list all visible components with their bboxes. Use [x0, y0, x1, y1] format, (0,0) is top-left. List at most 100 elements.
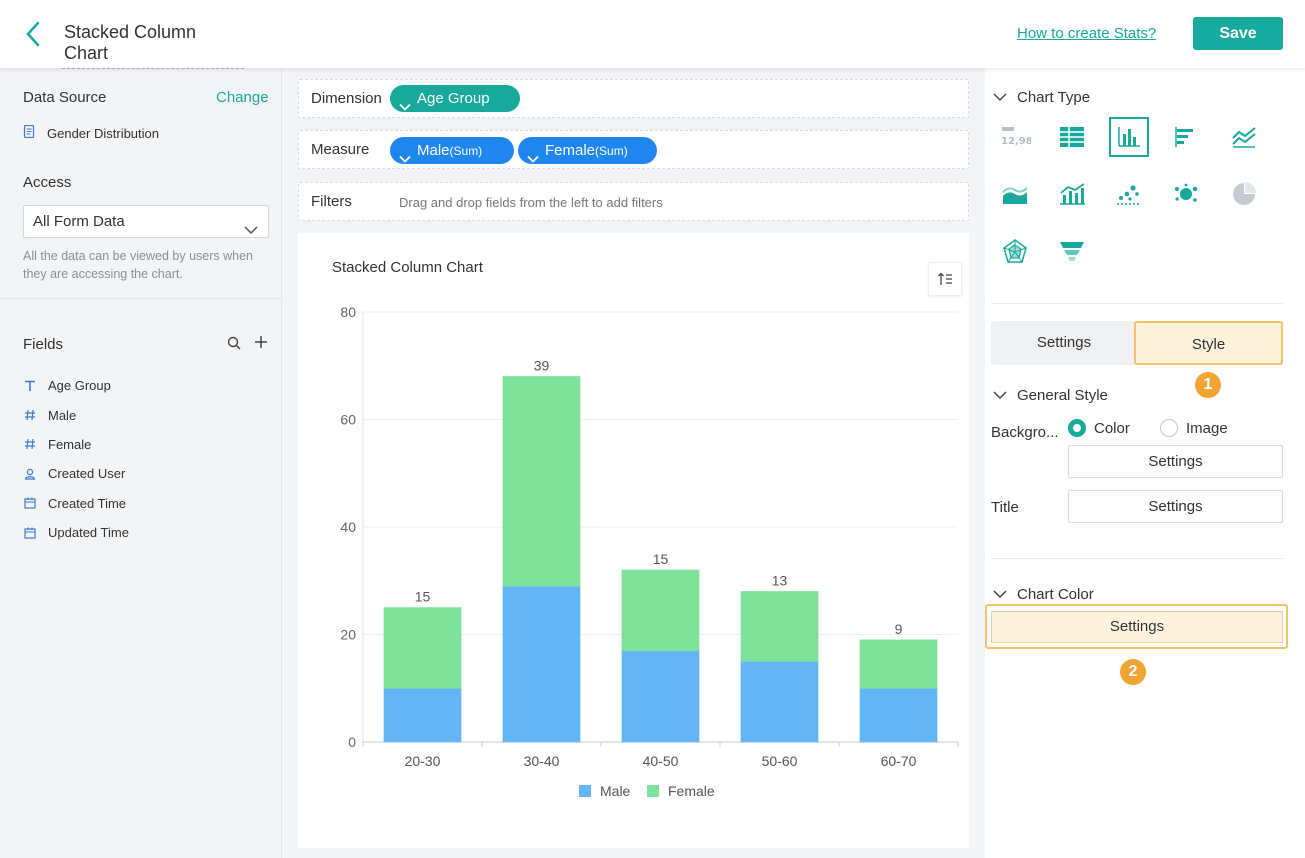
background-label: Backgro... — [991, 424, 1059, 441]
chevron-down-icon — [527, 146, 539, 173]
access-select[interactable]: All Form Data — [23, 205, 269, 238]
tab-style[interactable]: Style — [1134, 321, 1283, 365]
radio-color-label: Color — [1094, 419, 1130, 437]
measure-pill-agg: (Sum) — [449, 144, 483, 158]
step-badge-1: 1 — [1195, 372, 1221, 398]
data-source-item[interactable]: Gender Distribution — [23, 124, 159, 141]
chart-color-highlight: Settings — [985, 604, 1288, 649]
legend-label: Male — [600, 783, 631, 799]
field-item-female[interactable]: Female — [23, 430, 129, 459]
scatter-chart-icon[interactable] — [1109, 174, 1149, 214]
x-tick-label: 50-60 — [762, 753, 798, 769]
fields-title: Fields — [23, 336, 64, 353]
measure-pill-female[interactable]: Female(Sum) — [518, 137, 657, 164]
bar-female — [859, 639, 938, 689]
line-chart-icon[interactable] — [1224, 117, 1264, 157]
back-arrow-icon[interactable] — [22, 20, 46, 48]
help-link[interactable]: How to create Stats? — [1017, 25, 1157, 42]
chevron-down-icon — [993, 586, 1007, 603]
data-label: 13 — [772, 573, 788, 589]
chart-type-section-header[interactable]: Chart Type — [993, 89, 1090, 106]
radio-image-label: Image — [1186, 419, 1228, 437]
field-item-male[interactable]: Male — [23, 400, 129, 429]
data-label: 15 — [415, 589, 431, 605]
radio-image[interactable]: Image — [1160, 419, 1228, 437]
divider — [991, 303, 1283, 304]
chevron-down-icon — [993, 89, 1007, 106]
measure-pill-male[interactable]: Male(Sum) — [390, 137, 514, 164]
kpi-number-icon[interactable]: 12,987 — [995, 117, 1035, 157]
general-style-title: General Style — [1017, 387, 1108, 404]
field-label: Female — [48, 436, 92, 452]
chevron-down-icon — [244, 215, 258, 246]
right-panel: Chart Type 12,987 Settings Style 1 — [985, 68, 1305, 858]
sort-icon[interactable] — [928, 262, 962, 296]
svg-text:12,987: 12,987 — [1001, 136, 1031, 147]
column-chart-icon[interactable] — [1109, 117, 1149, 157]
x-tick-label: 40-50 — [643, 753, 679, 769]
general-style-section-header[interactable]: General Style — [993, 387, 1108, 404]
bubble-chart-icon[interactable] — [1166, 174, 1206, 214]
filters-row[interactable]: Filters Drag and drop fields from the le… — [298, 182, 969, 221]
bar-chart-icon[interactable] — [1166, 117, 1206, 157]
chart-color-title: Chart Color — [1017, 586, 1094, 603]
area-chart-icon[interactable] — [995, 174, 1035, 214]
field-item-created-time[interactable]: Created Time — [23, 489, 129, 518]
measure-pill-agg: (Sum) — [595, 144, 628, 158]
x-tick-label: 20-30 — [405, 753, 441, 769]
step-badge-2: 2 — [1120, 659, 1146, 685]
radar-chart-icon[interactable] — [995, 232, 1035, 272]
table-chart-icon[interactable] — [1052, 117, 1092, 157]
filters-hint: Drag and drop fields from the left to ad… — [399, 195, 663, 210]
dimension-pill[interactable]: Age Group — [390, 85, 520, 112]
number-type-icon — [23, 438, 37, 450]
chart-panel: 020406080101520-30293930-40171540-501513… — [298, 233, 969, 848]
field-label: Created User — [48, 466, 126, 482]
bar-female — [740, 591, 819, 662]
radio-unselected-icon — [1160, 419, 1178, 437]
date-type-icon — [23, 497, 37, 509]
field-list: Age Group Male Female Created User Creat… — [23, 371, 129, 547]
chart-title: Stacked Column Chart — [332, 259, 483, 276]
field-label: Updated Time — [48, 525, 129, 541]
chevron-down-icon — [399, 146, 411, 173]
measure-label: Measure — [311, 141, 370, 158]
chart-color-section-header[interactable]: Chart Color — [993, 586, 1094, 603]
measure-row[interactable]: Measure Male(Sum) Female(Sum) — [298, 130, 969, 169]
field-item-age-group[interactable]: Age Group — [23, 371, 129, 400]
field-item-created-user[interactable]: Created User — [23, 459, 129, 488]
search-icon[interactable] — [227, 336, 242, 356]
title-settings-button[interactable]: Settings — [1068, 490, 1283, 523]
radio-color[interactable]: Color — [1068, 419, 1130, 437]
measure-pill-name: Male — [417, 142, 450, 159]
field-item-updated-time[interactable]: Updated Time — [23, 518, 129, 547]
add-field-icon[interactable] — [253, 334, 269, 355]
settings-style-tabs: Settings Style — [991, 321, 1283, 365]
change-data-source-link[interactable]: Change — [216, 89, 269, 106]
legend-swatch — [647, 785, 659, 797]
chart-name-input[interactable]: Stacked Column Chart — [62, 20, 244, 69]
data-source-title: Data Source — [23, 89, 107, 106]
radio-selected-icon — [1068, 419, 1086, 437]
dimension-row[interactable]: Dimension Age Group — [298, 79, 969, 118]
filters-label: Filters — [311, 193, 352, 210]
pie-chart-icon[interactable] — [1224, 174, 1264, 214]
y-tick-label: 60 — [340, 412, 356, 428]
funnel-chart-icon[interactable] — [1052, 232, 1092, 272]
save-button[interactable]: Save — [1193, 17, 1283, 50]
x-tick-label: 60-70 — [881, 753, 917, 769]
tab-settings[interactable]: Settings — [1036, 334, 1092, 351]
top-bar: Stacked Column Chart How to create Stats… — [0, 0, 1305, 69]
user-type-icon — [23, 468, 37, 480]
y-tick-label: 40 — [340, 519, 356, 535]
data-label: 15 — [653, 551, 669, 567]
dimension-label: Dimension — [311, 90, 382, 107]
chart-color-settings-button[interactable]: Settings — [991, 611, 1283, 643]
combo-chart-icon[interactable] — [1052, 174, 1092, 214]
measure-pill-name: Female — [545, 142, 596, 159]
y-tick-label: 80 — [340, 304, 356, 320]
background-settings-button[interactable]: Settings — [1068, 445, 1283, 478]
bar-male — [502, 585, 581, 743]
bar-male — [383, 687, 462, 743]
bar-male — [740, 660, 819, 743]
